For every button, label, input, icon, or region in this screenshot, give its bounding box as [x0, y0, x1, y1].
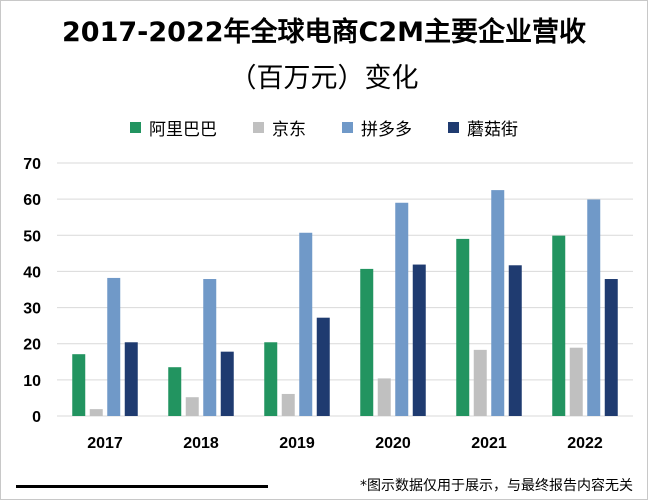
x-tick-label: 2022 — [567, 435, 603, 452]
x-tick-label: 2017 — [87, 435, 123, 452]
legend-item-mogujie: 蘑菇街 — [448, 115, 518, 140]
bar-2018-2 — [203, 279, 217, 416]
bar-2020-1 — [377, 378, 391, 416]
bar-2021-2 — [491, 190, 505, 416]
bar-2020-0 — [360, 268, 374, 416]
x-tick-label: 2019 — [279, 435, 315, 452]
bar-2022-1 — [569, 347, 583, 416]
y-tick-label: 70 — [23, 156, 41, 173]
bar-2022-0 — [552, 235, 566, 416]
bar-2018-3 — [220, 351, 234, 416]
footer-note: *图示数据仅用于展示，与最终报告内容无关 — [360, 478, 633, 494]
y-tick-label: 60 — [23, 192, 41, 209]
bar-2019-1 — [281, 393, 295, 416]
legend-label: 蘑菇街 — [467, 120, 518, 140]
chart-title: 2017-2022年全球电商C2M主要企业营收 — [62, 17, 586, 48]
x-tick-label: 2018 — [183, 435, 219, 452]
legend-label: 阿里巴巴 — [149, 120, 217, 140]
bar-2017-0 — [72, 354, 86, 416]
legend-label: 京东 — [272, 120, 306, 140]
bar-2017-2 — [107, 277, 121, 416]
bar-2022-3 — [604, 279, 618, 416]
legend-item-pdd: 拼多多 — [342, 115, 412, 140]
y-tick-label: 40 — [23, 264, 41, 281]
footer-line — [16, 485, 268, 488]
legend-swatch — [342, 122, 353, 133]
bar-2021-0 — [456, 238, 470, 416]
bar-2020-2 — [395, 202, 409, 416]
bar-2018-0 — [168, 367, 182, 416]
legend-swatch — [253, 122, 264, 133]
bar-2019-3 — [316, 317, 330, 416]
legend-swatch — [130, 122, 141, 133]
y-tick-label: 10 — [23, 373, 41, 390]
x-tick-label: 2020 — [375, 435, 411, 452]
y-tick-label: 50 — [23, 228, 41, 245]
bar-2022-2 — [587, 199, 601, 416]
bar-2019-2 — [299, 232, 313, 416]
bar-2020-3 — [412, 264, 426, 416]
y-tick-label: 20 — [23, 337, 41, 354]
bar-2019-0 — [264, 342, 278, 416]
chart-subtitle: （百万元）变化 — [229, 63, 419, 94]
bar-2017-3 — [124, 342, 138, 416]
legend: 阿里巴巴 京东 拼多多 蘑菇街 — [1, 115, 647, 140]
y-tick-label: 0 — [32, 409, 41, 426]
legend-item-alibaba: 阿里巴巴 — [130, 115, 217, 140]
bar-2021-1 — [473, 349, 487, 416]
bar-2018-1 — [185, 397, 199, 416]
x-tick-label: 2021 — [471, 435, 507, 452]
legend-item-jd: 京东 — [253, 115, 306, 140]
bar-2017-1 — [89, 409, 103, 416]
legend-label: 拼多多 — [361, 120, 412, 140]
y-tick-label: 30 — [23, 301, 41, 318]
legend-swatch — [448, 122, 459, 133]
bar-2021-3 — [508, 265, 522, 416]
